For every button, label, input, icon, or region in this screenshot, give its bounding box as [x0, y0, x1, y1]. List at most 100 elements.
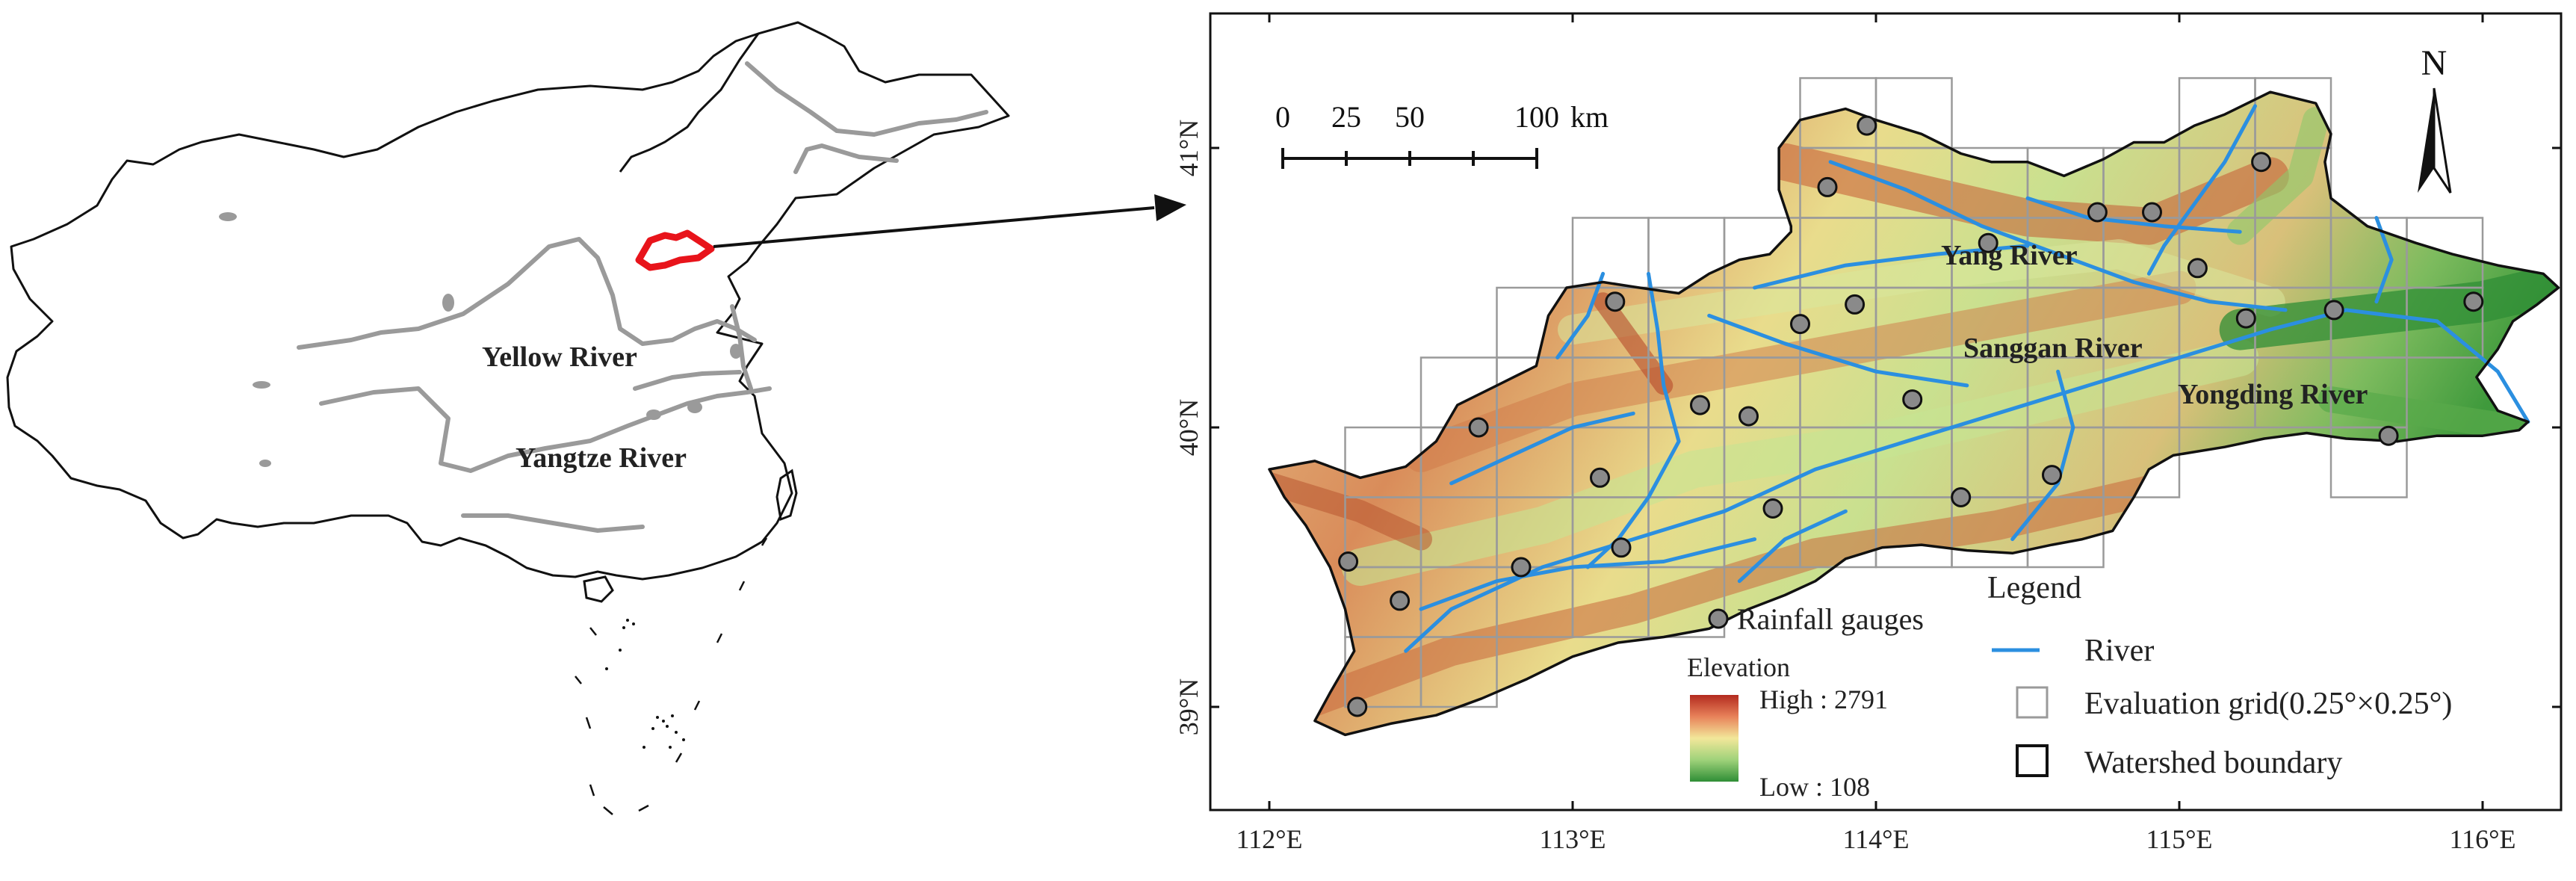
scale-label-0: 0	[1275, 100, 1290, 134]
rainfall-gauge	[1605, 291, 1626, 312]
elevation-ramp	[1690, 695, 1739, 782]
rainfall-gauge	[2142, 202, 2162, 223]
major-rivers-overview	[297, 61, 988, 533]
rainfall-gauge	[1611, 537, 1632, 558]
river-line	[1707, 313, 1969, 388]
relief-band	[1558, 239, 2285, 345]
legend-grid-label: Evaluation grid(0.25°×0.25°)	[2084, 687, 2452, 721]
north-label: N	[2421, 43, 2447, 83]
rainfall-gauge	[1951, 487, 1972, 507]
scale-label-50: 50	[1395, 100, 1425, 134]
river-line	[1555, 271, 1606, 359]
huai-river-line	[633, 370, 742, 391]
watershed-map: Yang River Sanggan River Yongding River …	[1174, 12, 2563, 854]
north-arrow-icon: N	[2418, 43, 2452, 194]
rainfall-gauge	[1790, 314, 1810, 335]
elevation-title: Elevation	[1687, 652, 1790, 682]
scale-bar: 0 25 50 100 km	[1275, 100, 1609, 169]
rainfall-gauge	[2323, 300, 2344, 321]
yellow-river-label: Yellow River	[482, 341, 637, 373]
yangtze-river-line	[319, 386, 772, 473]
grid-cell	[2406, 286, 2484, 359]
legend-boundary-label: Watershed boundary	[2084, 746, 2342, 780]
legend-boundary-symbol	[2016, 744, 2049, 777]
relief-band	[1341, 339, 2259, 586]
river-line	[2025, 196, 2242, 234]
legend-rainfall-gauges: Rainfall gauges	[1737, 602, 1924, 636]
rainfall-gauge	[1739, 406, 1759, 427]
rainfall-gauge	[2187, 258, 2208, 279]
river-line	[1404, 308, 2530, 653]
lon-label-112: 112°E	[1236, 824, 1302, 854]
south-china-sea-dashes	[575, 537, 768, 815]
rainfall-gauge	[1978, 232, 1998, 253]
china-north-outline	[619, 33, 760, 173]
rainfall-gauge	[2235, 308, 2256, 329]
rainfall-gauge	[1857, 115, 1877, 136]
longitude-ticks	[1268, 13, 2484, 810]
river-line	[1419, 537, 1757, 611]
china-overview-map: Yellow River Yangtze River	[6, 21, 1010, 815]
heilong-river-line	[745, 61, 988, 137]
pearl-river-line	[461, 513, 645, 533]
rainfall-gauge	[1390, 590, 1411, 611]
rainfall-gauge	[1902, 389, 1923, 410]
river-line	[1737, 509, 1848, 584]
river-line	[2010, 369, 2075, 542]
river-network	[1404, 104, 2530, 653]
rainfall-gauge	[1690, 395, 1710, 415]
rainfall-gauge	[1468, 417, 1489, 438]
south-china-sea-islands	[605, 619, 685, 749]
grid-cell	[2329, 426, 2408, 498]
rainfall-gauge	[1347, 696, 1368, 717]
relief-band	[1594, 292, 1674, 395]
river-line	[1449, 411, 1635, 486]
sanggan-river-label: Sanggan River	[1963, 333, 2143, 364]
rainfall-gauge	[2251, 152, 2272, 173]
locator-arrow	[713, 194, 1186, 248]
study-area-outline	[635, 229, 715, 271]
rainfall-gauge	[2463, 291, 2484, 312]
legend-river-label: River	[2084, 634, 2154, 668]
lat-label-41: 41°N	[1174, 120, 1204, 176]
rainfall-gauge	[2087, 202, 2108, 223]
relief-band	[2318, 386, 2527, 441]
lon-label-115: 115°E	[2146, 824, 2212, 854]
grid-cell	[1647, 566, 1726, 638]
hainan-island	[583, 575, 614, 603]
rainfall-gauge	[1511, 557, 1532, 578]
rainfall-gauge	[1338, 551, 1359, 572]
lat-label-40: 40°N	[1174, 399, 1204, 456]
yangtze-river-label: Yangtze River	[515, 442, 687, 474]
relief-band	[1269, 472, 1432, 551]
rainfall-gauges	[1338, 115, 2484, 717]
rainfall-gauge	[1817, 176, 1838, 197]
elevation-high: High : 2791	[1759, 684, 1888, 714]
rainfall-gauge	[1590, 467, 1610, 488]
legend-title: Legend	[1987, 571, 2081, 605]
scale-label-25: 25	[1331, 100, 1361, 134]
china-outline	[6, 21, 1010, 581]
scale-unit: km	[1570, 100, 1609, 134]
lakes-overview	[219, 212, 742, 467]
river-line	[1828, 160, 2288, 312]
latitude-ticks	[1210, 146, 2561, 708]
lon-label-116: 116°E	[2449, 824, 2515, 854]
grid-cell	[2102, 426, 2181, 498]
relief-band	[2226, 107, 2329, 245]
lon-label-113: 113°E	[1539, 824, 1606, 854]
rainfall-gauge	[1762, 498, 1783, 519]
legend-grid-symbol	[2016, 686, 2049, 719]
watershed-boundary	[1268, 90, 2560, 737]
lon-label-114: 114°E	[1842, 824, 1909, 854]
rainfall-gauge	[2042, 465, 2062, 486]
river-line	[2146, 104, 2257, 276]
songhua-river-line	[793, 143, 899, 174]
yellow-river-line	[297, 237, 757, 350]
map-legend: Legend Rainfall gauges River Evaluation …	[1687, 571, 2452, 802]
yongding-river-label: Yongding River	[2178, 379, 2368, 410]
rainfall-gauge	[2378, 425, 2399, 446]
elevation-low: Low : 108	[1759, 772, 1870, 802]
taiwan-island	[775, 469, 798, 522]
lat-label-39: 39°N	[1174, 678, 1204, 735]
